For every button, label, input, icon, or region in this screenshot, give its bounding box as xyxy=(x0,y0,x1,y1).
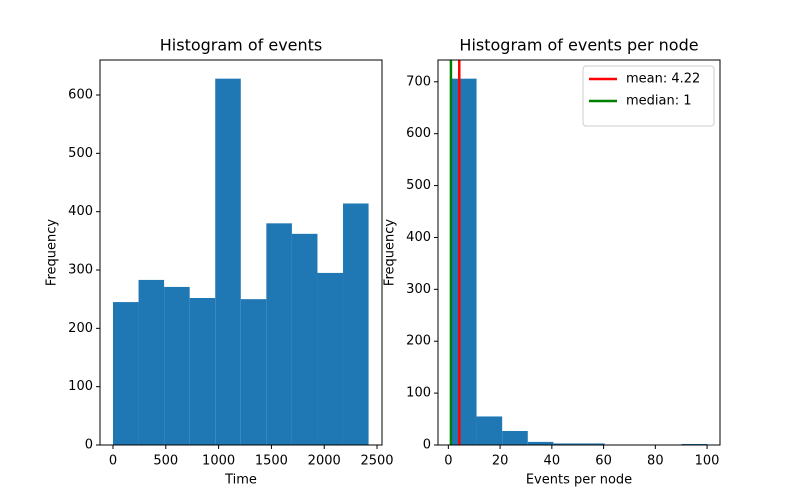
bar xyxy=(189,298,216,445)
x-tick-label: 2500 xyxy=(360,454,393,469)
legend-label: median: 1 xyxy=(626,94,692,109)
bar xyxy=(112,302,139,445)
x-tick-label: 1500 xyxy=(255,454,288,469)
y-axis-label: Frequency xyxy=(383,219,398,286)
y-tick-label: 300 xyxy=(68,263,93,278)
bar xyxy=(138,279,165,445)
bar xyxy=(476,416,503,445)
x-tick-label: 500 xyxy=(153,454,178,469)
bar xyxy=(579,443,605,445)
bar xyxy=(681,443,708,445)
axes-frame xyxy=(437,59,721,446)
legend-label: mean: 4.22 xyxy=(626,72,700,87)
chart-title: Histogram of events xyxy=(160,36,323,55)
y-tick-label: 500 xyxy=(68,146,93,161)
y-tick-label: 200 xyxy=(406,334,431,349)
bar xyxy=(317,272,344,445)
x-axis-label: Events per node xyxy=(526,473,632,488)
y-tick-label: 400 xyxy=(406,230,431,245)
bar xyxy=(164,286,190,445)
bar xyxy=(343,203,369,445)
x-tick-label: 100 xyxy=(695,454,720,469)
legend-box xyxy=(582,65,715,127)
y-tick-label: 100 xyxy=(406,386,431,401)
y-tick-label: 0 xyxy=(85,438,93,453)
y-tick-label: 0 xyxy=(423,438,431,453)
x-axis-label: Time xyxy=(224,473,257,488)
bar xyxy=(527,441,554,445)
bar xyxy=(450,78,477,445)
x-tick-label: 20 xyxy=(492,454,509,469)
bar xyxy=(266,223,292,445)
y-tick-label: 500 xyxy=(406,178,431,193)
y-tick-label: 100 xyxy=(68,379,93,394)
x-tick-label: 60 xyxy=(595,454,612,469)
y-tick-label: 600 xyxy=(406,126,431,141)
y-tick-label: 400 xyxy=(68,204,93,219)
bar xyxy=(553,443,579,445)
x-tick-label: 2000 xyxy=(308,454,341,469)
y-tick-label: 300 xyxy=(406,282,431,297)
bar xyxy=(215,78,241,446)
axes-frame xyxy=(99,59,383,446)
bar xyxy=(291,233,318,445)
y-tick-label: 200 xyxy=(68,321,93,336)
x-tick-label: 40 xyxy=(544,454,561,469)
x-tick-label: 1000 xyxy=(202,454,235,469)
y-tick-label: 600 xyxy=(68,88,93,103)
chart-title: Histogram of events per node xyxy=(459,36,698,55)
y-tick-label: 700 xyxy=(406,74,431,89)
x-tick-label: 0 xyxy=(444,454,452,469)
bar xyxy=(240,299,267,445)
y-axis-label: Frequency xyxy=(45,219,60,286)
x-tick-label: 80 xyxy=(647,454,664,469)
bar xyxy=(502,430,528,445)
x-tick-label: 0 xyxy=(109,454,117,469)
